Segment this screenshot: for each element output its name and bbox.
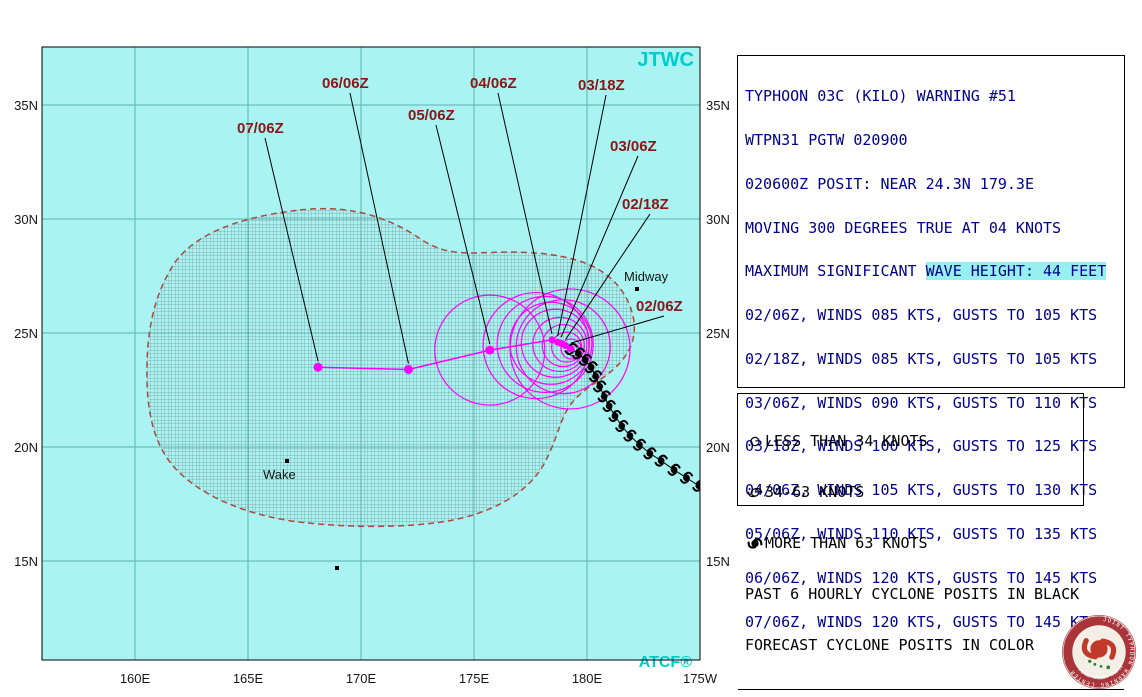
legend-note: FORECAST CYCLONE POSITS IN COLOR <box>745 636 1034 654</box>
forecast-position-dot <box>313 362 323 372</box>
island-label: Midway <box>624 269 669 284</box>
lon-tick-label: 175W <box>683 671 718 686</box>
leader-line <box>571 315 665 344</box>
leader-line <box>565 213 651 340</box>
wind-forecast-line: 02/18Z, WINDS 085 KTS, GUSTS TO 105 KTS <box>745 349 1098 368</box>
island-label: Wake <box>263 467 296 482</box>
warning-title: TYPHOON 03C (KILO) WARNING #51 <box>745 87 1016 106</box>
forecast-position-dot <box>548 336 556 344</box>
ts-34-63kt-symbol-icon <box>747 487 763 498</box>
warning-header-line: WTPN31 PGTW 020900 <box>745 130 908 149</box>
atcf-label: ATCF® <box>639 654 692 671</box>
wind-radius-circle <box>434 294 546 406</box>
legend-panel: LESS THAN 34 KNOTS 34-63 KNOTS MORE THAN… <box>737 393 1084 654</box>
track-time-label: 02/06Z <box>636 298 683 315</box>
lat-tick-label: 20N <box>706 440 730 455</box>
lat-tick-label: 15N <box>14 554 38 569</box>
legend-item: 34-63 KNOTS <box>745 484 1076 501</box>
wind-forecast-line: 06/06Z, WINDS 120 KTS, GUSTS TO 145 KTS <box>745 568 1098 587</box>
legend-note: PAST 6 HOURLY CYCLONE POSITS IN BLACK <box>745 585 1080 603</box>
danger-area <box>146 207 636 528</box>
lat-tick-label: 15N <box>706 554 730 569</box>
forecast-position-dot <box>567 345 575 353</box>
legend-item: MORE THAN 63 KNOTS <box>745 535 1076 552</box>
forecast-position-dot <box>403 364 413 374</box>
legend-item: LESS THAN 34 KNOTS <box>745 433 1076 450</box>
track-time-label: 05/06Z <box>408 107 455 124</box>
track-time-label: 06/06Z <box>322 75 369 92</box>
legend-label: MORE THAN 63 KNOTS <box>765 534 928 552</box>
lat-tick-label: 25N <box>14 326 38 341</box>
lat-tick-label: 35N <box>706 98 730 113</box>
legend-label: LESS THAN 34 KNOTS <box>765 432 928 450</box>
lon-tick-label: 170E <box>346 671 377 686</box>
leader-line <box>435 124 491 345</box>
track-time-label: 02/18Z <box>622 196 669 213</box>
map-content <box>146 207 700 528</box>
warning-movement-line: MOVING 300 DEGREES TRUE AT 04 KNOTS <box>745 218 1062 237</box>
wind-radius-circle <box>532 316 588 372</box>
lat-tick-label: 30N <box>706 212 730 227</box>
wind-radius-circle <box>551 331 583 363</box>
track-time-label: 03/06Z <box>610 138 657 155</box>
wind-radius-circle <box>541 323 585 368</box>
lat-tick-label: 35N <box>14 98 38 113</box>
island-marker <box>635 287 639 291</box>
typhoon-63kt-symbol-icon <box>747 538 763 549</box>
leader-line <box>557 94 607 337</box>
jtwc-seal-logo: JOINT TYPHOON WARNING CENTER PEARL HARBO… <box>1062 615 1136 689</box>
seal-islands <box>1088 659 1111 670</box>
island-marker <box>335 566 339 570</box>
jtwc-title: JTWC <box>637 49 694 71</box>
lat-tick-label: 25N <box>706 326 730 341</box>
warning-posit-line: 020600Z POSIT: NEAR 24.3N 179.3E <box>745 174 1034 193</box>
wave-prefix: MAXIMUM SIGNIFICANT <box>745 262 926 281</box>
wave-height-line: MAXIMUM SIGNIFICANT WAVE HEIGHT: 44 FEET <box>745 262 1117 281</box>
wind-forecast-line: 02/06Z, WINDS 085 KTS, GUSTS TO 105 KTS <box>745 306 1098 325</box>
wind-radius-circle <box>496 295 594 393</box>
leader-line <box>497 92 553 334</box>
wind-forecast-line: 03/18Z, WINDS 100 KTS, GUSTS TO 125 KTS <box>745 437 1098 456</box>
leader-line <box>560 155 639 338</box>
wave-highlight: WAVE HEIGHT: 44 FEET <box>925 262 1107 281</box>
track-time-label: 07/06Z <box>237 120 284 137</box>
track-map: 02/06Z 02/18Z 03/06Z 03/18Z 04/06Z 05/06Z 06/0… <box>14 46 730 686</box>
track-time-label: 04/06Z <box>470 75 517 92</box>
map-border <box>41 46 701 661</box>
lon-tick-label: 160E <box>120 671 151 686</box>
map-annotations: 02/06Z 02/18Z 03/06Z 03/18Z 04/06Z 05/06Z 06/0… <box>14 46 730 686</box>
below-34kt-symbol-icon <box>750 436 760 447</box>
lon-tick-label: 180E <box>572 671 603 686</box>
leader-line <box>264 137 319 362</box>
forecast-position-dot <box>485 345 495 355</box>
legend-label: 34-63 KNOTS <box>765 483 865 501</box>
forecast-position-dot <box>554 338 562 346</box>
track-time-label: 03/18Z <box>578 77 625 94</box>
island-marker <box>285 459 289 463</box>
leader-line <box>349 92 409 364</box>
warning-text-panel: TYPHOON 03C (KILO) WARNING #51 WTPN31 PG… <box>737 55 1125 690</box>
lon-tick-label: 175E <box>459 671 490 686</box>
wind-forecast-line: 05/06Z, WINDS 110 KTS, GUSTS TO 135 KTS <box>745 525 1098 543</box>
wind-forecast-line: 03/06Z, WINDS 090 KTS, GUSTS TO 110 KTS <box>745 393 1098 412</box>
lat-tick-label: 20N <box>14 440 38 455</box>
lat-tick-label: 30N <box>14 212 38 227</box>
lon-tick-label: 165E <box>233 671 264 686</box>
wind-radius-circle <box>509 288 631 410</box>
